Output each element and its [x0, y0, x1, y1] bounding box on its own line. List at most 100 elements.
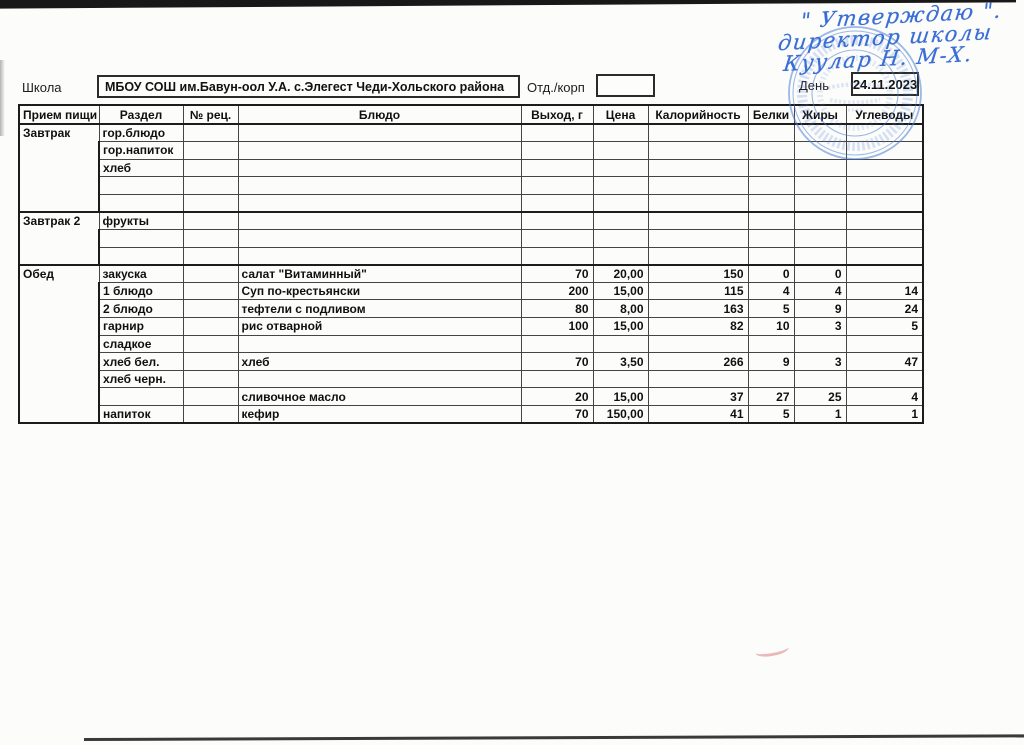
fat-cell [793, 369, 847, 389]
dish-cell [237, 123, 522, 143]
razdel-cell: фрукты [98, 210, 184, 231]
menu-row: гарнир рис отварной 100 15,00 82 10 3 5 [19, 317, 924, 336]
fat-cell [793, 246, 847, 266]
price-cell [592, 123, 649, 143]
kcal-cell [647, 176, 749, 195]
protein-cell [747, 210, 795, 231]
out-cell: 80 [520, 299, 594, 319]
out-cell [520, 123, 594, 143]
meal-cell: Завтрак [18, 123, 100, 213]
meal-cell: Завтрак 2 [18, 210, 100, 266]
razdel-cell [98, 229, 184, 248]
column-header: Цена [592, 104, 649, 125]
fat-cell [793, 176, 847, 195]
rec-cell [182, 246, 239, 266]
razdel-cell: хлеб [98, 158, 184, 178]
dish-cell [237, 158, 522, 178]
price-cell [592, 334, 649, 354]
price-cell: 20,00 [592, 263, 649, 283]
kcal-cell [647, 334, 749, 354]
rec-cell [182, 263, 239, 283]
razdel-cell: гор.напиток [98, 141, 184, 160]
rec-cell [182, 405, 239, 424]
out-cell: 20 [520, 387, 594, 406]
price-cell [592, 246, 649, 266]
rec-cell [182, 193, 239, 213]
menu-row: хлеб бел. хлеб 70 3,50 266 9 3 47 [19, 352, 924, 371]
razdel-cell [98, 387, 184, 406]
scan-artifact-bottom-edge [83, 734, 1024, 741]
dish-cell [237, 210, 522, 231]
protein-cell [747, 158, 795, 178]
price-cell: 15,00 [592, 387, 649, 406]
price-cell [592, 229, 649, 248]
dish-cell [237, 176, 522, 195]
razdel-cell: хлеб бел. [98, 352, 184, 371]
menu-table-body: Завтрак гор.блюдо гор.напиток хлеб Завтрак 2… [18, 123, 924, 424]
fat-cell [793, 123, 847, 143]
price-cell [592, 176, 649, 195]
fat-cell [793, 141, 847, 160]
rec-cell [182, 369, 239, 389]
fat-cell [793, 334, 847, 354]
razdel-cell [98, 246, 184, 266]
school-name-box: МБОУ СОШ им.Бавун-оол У.А. с.Элегест Чед… [97, 75, 520, 98]
rec-cell [182, 229, 239, 248]
out-cell: 70 [520, 263, 594, 283]
carbs-cell [845, 210, 924, 231]
red-pen-mark [754, 641, 790, 659]
kcal-cell [647, 210, 749, 231]
menu-row [19, 176, 924, 195]
scan-artifact-left-edge [0, 60, 5, 136]
column-header: Блюдо [237, 104, 522, 125]
price-cell: 8,00 [592, 299, 649, 319]
rec-cell [182, 352, 239, 371]
menu-row: сливочное масло 20 15,00 37 27 25 4 [19, 387, 924, 406]
kcal-cell [647, 193, 749, 213]
rec-cell [182, 210, 239, 231]
carbs-cell: 47 [845, 352, 924, 371]
rec-cell [182, 334, 239, 354]
fat-cell [793, 158, 847, 178]
column-header: Углеводы [845, 104, 924, 125]
out-cell [520, 193, 594, 213]
rec-cell [182, 158, 239, 178]
out-cell: 70 [520, 405, 594, 424]
column-header: Раздел [98, 104, 184, 125]
protein-cell: 5 [747, 405, 795, 424]
column-header: Выход, г [520, 104, 594, 125]
protein-cell [747, 141, 795, 160]
kcal-cell: 163 [647, 299, 749, 319]
rec-cell [182, 141, 239, 160]
out-cell: 70 [520, 352, 594, 371]
rec-cell [182, 281, 239, 301]
fat-cell: 3 [793, 352, 847, 371]
carbs-cell [845, 158, 924, 178]
dish-cell [237, 246, 522, 266]
carbs-cell [845, 369, 924, 389]
razdel-cell: 2 блюдо [98, 299, 184, 319]
price-cell [592, 141, 649, 160]
menu-table-header-row: Прием пищи Раздел № рец. Блюдо Выход, г Цена К… [18, 104, 924, 125]
razdel-cell: напиток [98, 405, 184, 424]
menu-row: сладкое [19, 334, 924, 354]
razdel-cell: сладкое [98, 334, 184, 354]
protein-cell [747, 193, 795, 213]
carbs-cell [845, 334, 924, 354]
carbs-cell [845, 123, 924, 143]
rec-cell [182, 317, 239, 336]
out-cell [520, 141, 594, 160]
column-header: Калорийность [647, 104, 749, 125]
day-field-label: День [799, 78, 829, 93]
dish-cell: рис отварной [237, 317, 522, 336]
protein-cell [747, 334, 795, 354]
day-value-box: 24.11.2023 [851, 72, 919, 96]
out-cell: 100 [520, 317, 594, 336]
out-cell [520, 246, 594, 266]
menu-row: гор.напиток [19, 141, 924, 160]
carbs-cell: 4 [845, 387, 924, 406]
price-cell: 15,00 [592, 317, 649, 336]
fat-cell: 4 [793, 281, 847, 301]
menu-row: 1 блюдо Суп по-крестьянски 200 15,00 115 4 4 14 [19, 281, 924, 301]
